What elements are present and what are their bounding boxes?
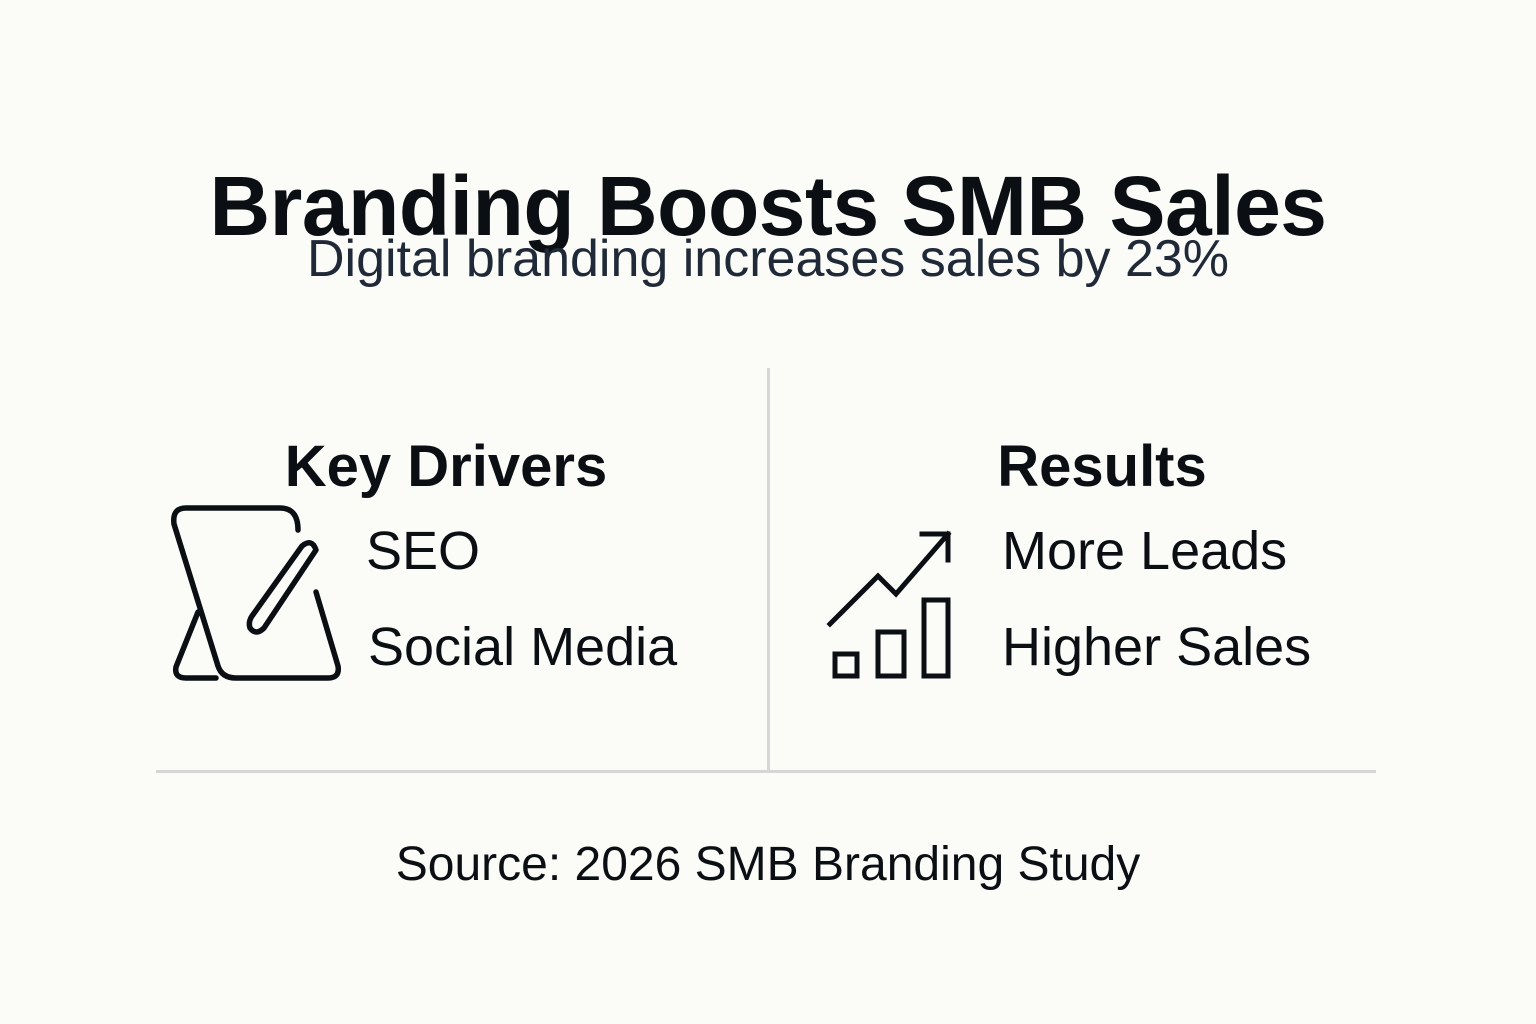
page-subtitle: Digital branding increases sales by 23%	[306, 230, 1230, 288]
vertical-divider	[767, 368, 770, 772]
tablet-pen-icon	[168, 502, 344, 682]
horizontal-divider	[156, 770, 1376, 773]
driver-item-social-media: Social Media	[368, 617, 678, 677]
key-drivers-heading: Key Drivers	[284, 434, 608, 500]
result-item-higher-sales: Higher Sales	[1002, 617, 1312, 677]
source-citation: Source: 2026 SMB Branding Study	[395, 838, 1141, 891]
growth-chart-icon	[824, 526, 958, 682]
driver-item-seo: SEO	[366, 521, 481, 581]
results-heading: Results	[997, 434, 1207, 500]
page-title: Branding Boosts SMB Sales	[209, 159, 1327, 254]
result-item-more-leads: More Leads	[1002, 521, 1288, 581]
